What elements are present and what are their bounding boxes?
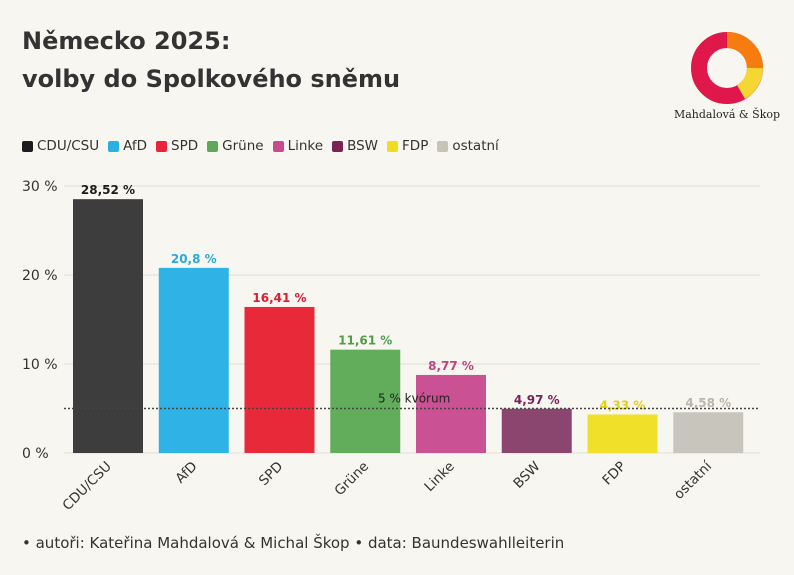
legend-item: AfD	[108, 138, 147, 154]
data-label: 28,52 %	[81, 183, 135, 197]
y-tick-label: 0 %	[22, 446, 49, 462]
legend-swatch	[437, 140, 449, 152]
logo: Mahdalová & Škop	[672, 30, 782, 130]
legend-item: CDU/CSU	[22, 138, 99, 154]
y-tick-label: 30 %	[22, 179, 58, 195]
bar	[587, 414, 658, 453]
bar	[416, 374, 486, 453]
legend-item: ostatní	[437, 138, 499, 154]
data-label: 20,8 %	[171, 252, 217, 266]
legend-label: Grüne	[222, 138, 264, 154]
legend-item: SPD	[156, 138, 198, 154]
chart-title: Německo 2025: volby do Spolkového sněmu	[22, 22, 400, 98]
legend-swatch	[272, 140, 284, 152]
legend-swatch	[207, 140, 219, 152]
x-tick-label: AfD	[172, 459, 200, 487]
title-line-1: Německo 2025:	[22, 27, 231, 55]
data-label: 8,77 %	[428, 359, 474, 373]
legend-item: BSW	[332, 138, 378, 154]
bar	[501, 408, 572, 453]
bar	[673, 412, 744, 453]
x-tick-label: Linke	[421, 459, 457, 495]
legend-swatch	[156, 140, 168, 152]
data-label: 4,33 %	[600, 398, 646, 412]
legend-label: CDU/CSU	[37, 138, 100, 154]
bar-chart: 0 % 10 % 20 % 30 % 28,52 % CDU/CSU 20,8 % AfD 16…	[22, 179, 760, 510]
y-tick-label: 20 %	[22, 268, 58, 284]
legend-swatch	[108, 140, 120, 152]
legend-swatch	[332, 140, 344, 152]
x-tick-label: ostatní	[671, 458, 716, 503]
x-tick-label: FDP	[599, 459, 629, 489]
x-tick-label: CDU/CSU	[60, 459, 115, 510]
legend: CDU/CSU AfD SPD Grüne Linke BSW FDP ostatní	[22, 138, 499, 154]
footer-credits: • autoři: Kateřina Mahdalová & Michal Šk…	[22, 534, 565, 552]
x-tick-label: SPD	[256, 459, 286, 489]
legend-item: FDP	[387, 138, 428, 154]
bar	[330, 349, 401, 453]
legend-item: Linke	[272, 138, 324, 154]
data-label: 16,41 %	[252, 291, 306, 305]
x-tick-label: BSW	[510, 459, 543, 492]
data-label: 4,58 %	[685, 396, 731, 410]
x-tick-label: Grüne	[331, 459, 372, 500]
donut-logo-icon	[691, 32, 763, 104]
legend-swatch	[387, 140, 399, 152]
legend-item: Grüne	[207, 138, 264, 154]
title-line-2: volby do Spolkového sněmu	[22, 65, 401, 93]
threshold-label: 5 % kvórum	[378, 392, 450, 406]
y-tick-label: 10 %	[22, 357, 58, 373]
data-label: 11,61 %	[338, 334, 392, 348]
legend-label: ostatní	[452, 138, 499, 154]
bar	[158, 267, 229, 453]
logo-text: Mahdalová & Škop	[673, 108, 781, 121]
legend-swatch	[22, 140, 33, 152]
legend-label: SPD	[171, 138, 199, 154]
legend-label: BSW	[347, 138, 379, 154]
data-label: 4,97 %	[514, 393, 560, 407]
legend-label: FDP	[402, 138, 429, 154]
bar	[244, 306, 315, 453]
bar	[73, 199, 143, 453]
legend-label: AfD	[123, 138, 148, 154]
legend-label: Linke	[287, 138, 324, 154]
